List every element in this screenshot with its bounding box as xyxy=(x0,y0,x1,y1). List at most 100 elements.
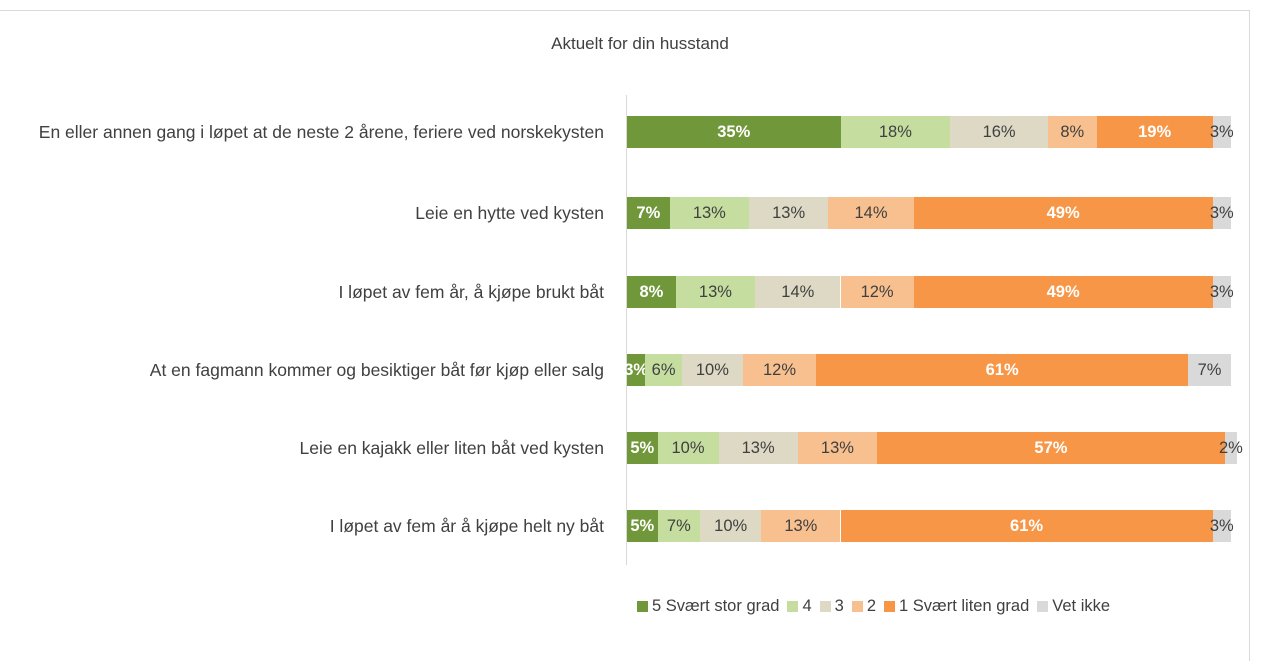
legend-swatch xyxy=(884,601,896,612)
data-label: 7% xyxy=(1197,361,1222,379)
legend-swatch xyxy=(637,601,648,612)
data-label: 3% xyxy=(1209,204,1234,222)
bar-segment xyxy=(669,197,749,229)
legend-label: Vet ikke xyxy=(1052,597,1111,615)
bar-segment xyxy=(675,276,756,308)
data-label: 10% xyxy=(714,517,748,535)
bar-segment xyxy=(645,354,682,386)
bar-segment xyxy=(840,116,951,148)
legend-label: 5 Svært stor grad xyxy=(652,597,780,615)
legend-item: Vet ikke xyxy=(1037,597,1110,616)
bar-segment xyxy=(700,510,762,542)
category-label: At en fagmann kommer og besiktiger båt f… xyxy=(149,360,604,380)
data-label: 13% xyxy=(772,204,806,222)
data-label: 12% xyxy=(762,361,797,379)
data-label: 13% xyxy=(741,439,775,457)
legend-item: 2 xyxy=(851,597,876,616)
data-label: 13% xyxy=(698,283,732,301)
bar-segment xyxy=(913,197,1213,229)
bar-segment xyxy=(627,354,646,386)
data-label: 12% xyxy=(860,283,894,301)
data-label: 8% xyxy=(1060,123,1085,141)
frame xyxy=(0,10,1250,661)
legend-label: 3 xyxy=(834,597,844,615)
bar-segment xyxy=(1188,354,1231,386)
bar-segment xyxy=(627,276,676,308)
data-label: 61% xyxy=(985,361,1019,379)
bar-segment xyxy=(755,276,841,308)
data-label: 13% xyxy=(820,439,854,457)
category-label: Leie en kajakk eller liten båt ved kyste… xyxy=(299,438,604,458)
category-label: I løpet av fem år å kjøpe helt ny båt xyxy=(329,516,604,536)
legend-item: 3 xyxy=(819,597,844,616)
category-label: En eller annen gang i løpet at de neste … xyxy=(38,122,604,142)
legend: 5 Svært stor grad 4 3 2 1 Svært liten grad Ve… xyxy=(637,597,1118,616)
data-label: 16% xyxy=(982,123,1016,141)
bar-segment xyxy=(840,276,914,308)
legend-label: 1 Svært liten grad xyxy=(899,597,1030,615)
category-axis xyxy=(626,95,627,565)
bar-segment xyxy=(627,197,670,229)
bar-segment xyxy=(657,510,701,542)
legend-swatch xyxy=(851,601,863,612)
category-label-wrap: I løpet av fem år å kjøpe helt ny båt xyxy=(10,513,604,539)
category-label-wrap: Leie en kajakk eller liten båt ved kyste… xyxy=(10,435,604,461)
data-label: 3% xyxy=(624,361,649,379)
bar-segment xyxy=(627,510,658,542)
category-label-wrap: At en fagmann kommer og besiktiger båt f… xyxy=(10,357,604,383)
chart-title: Aktuelt for din husstand xyxy=(551,34,729,53)
data-label: 10% xyxy=(695,361,729,379)
legend-label: 4 xyxy=(802,597,812,615)
legend-item: 5 Svært stor grad xyxy=(637,597,779,616)
data-label: 49% xyxy=(1046,204,1080,222)
data-label: 18% xyxy=(878,123,912,141)
bar-segment xyxy=(877,432,1225,464)
data-label: 10% xyxy=(671,439,705,457)
bar-segment xyxy=(742,354,817,386)
bar-segment xyxy=(840,510,1213,542)
bar-segment xyxy=(1212,510,1231,542)
data-label: 5% xyxy=(630,517,655,535)
category-label-wrap: I løpet av fem år, å kjøpe brukt båt xyxy=(10,279,604,305)
legend-swatch xyxy=(1037,601,1049,612)
bar-segment xyxy=(761,510,841,542)
data-label: 7% xyxy=(666,517,691,535)
legend-swatch xyxy=(819,601,831,612)
category-label: Leie en hytte ved kysten xyxy=(415,203,604,223)
bar-segment xyxy=(950,116,1048,148)
bar-segment xyxy=(1096,116,1213,148)
category-label-wrap: En eller annen gang i løpet at de neste … xyxy=(10,119,604,145)
bar-segment xyxy=(1212,197,1231,229)
data-label: 3% xyxy=(1209,283,1234,301)
data-label: 13% xyxy=(692,204,726,222)
data-label: 14% xyxy=(854,204,888,222)
bar-segment xyxy=(1212,276,1231,308)
data-label: 8% xyxy=(639,283,664,301)
bar-segment xyxy=(816,354,1189,386)
bar-segment xyxy=(681,354,743,386)
bar-segment xyxy=(718,432,798,464)
category-label: I løpet av fem år, å kjøpe brukt båt xyxy=(338,282,604,302)
legend-item: 4 xyxy=(787,597,812,616)
data-label: 3% xyxy=(1209,517,1234,535)
data-label: 49% xyxy=(1046,283,1080,301)
data-label: 2% xyxy=(1218,439,1243,457)
bar-segment xyxy=(797,432,878,464)
data-label: 6% xyxy=(651,361,676,379)
bar-segment xyxy=(828,197,914,229)
data-label: 3% xyxy=(1209,123,1234,141)
category-label-wrap: Leie en hytte ved kysten xyxy=(10,200,604,226)
data-label: 57% xyxy=(1034,439,1068,457)
bar-segment xyxy=(627,432,658,464)
bar-segment xyxy=(627,116,841,148)
bar-segment xyxy=(749,197,829,229)
data-label: 61% xyxy=(1010,517,1044,535)
data-label: 19% xyxy=(1138,123,1172,141)
data-label: 5% xyxy=(630,439,655,457)
data-label: 14% xyxy=(781,283,815,301)
legend-item: 1 Svært liten grad xyxy=(884,597,1029,616)
bar-segment xyxy=(657,432,719,464)
data-label: 7% xyxy=(636,204,661,222)
data-label: 13% xyxy=(784,517,818,535)
